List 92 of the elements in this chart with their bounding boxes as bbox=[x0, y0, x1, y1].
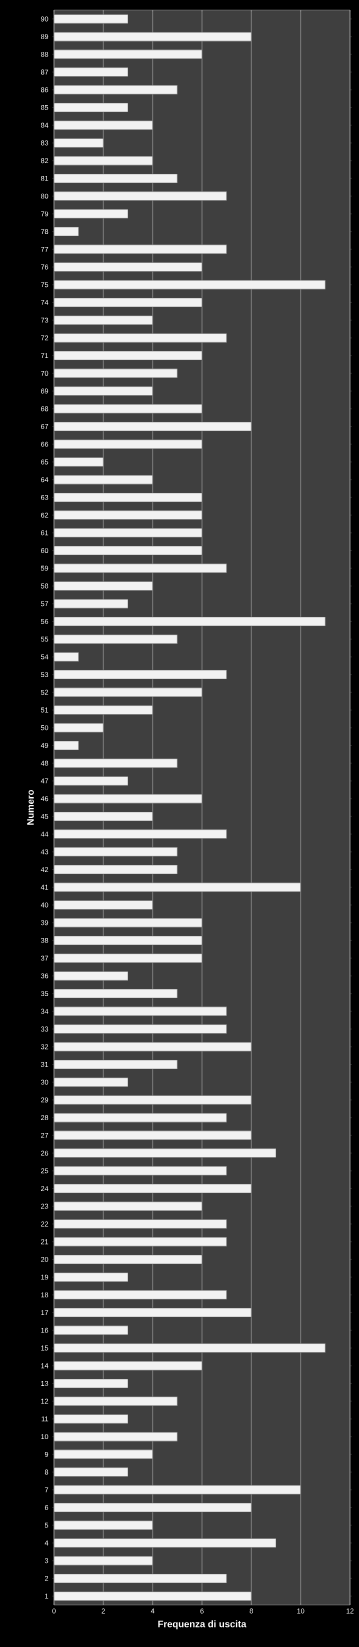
bar bbox=[54, 1449, 153, 1460]
bar bbox=[54, 368, 178, 379]
bar bbox=[54, 457, 104, 467]
bar bbox=[54, 1272, 129, 1282]
bar bbox=[54, 1006, 227, 1017]
bar bbox=[54, 988, 178, 999]
bar bbox=[54, 1290, 227, 1300]
bar bbox=[54, 350, 203, 361]
bar bbox=[54, 1573, 227, 1584]
bar bbox=[54, 155, 153, 166]
bar bbox=[54, 918, 203, 928]
bar bbox=[54, 1520, 153, 1530]
bar bbox=[54, 581, 153, 591]
bar bbox=[54, 528, 203, 538]
bar bbox=[54, 563, 227, 573]
bar bbox=[54, 1166, 227, 1176]
bar bbox=[54, 1325, 129, 1336]
bar bbox=[54, 1042, 252, 1052]
bar bbox=[54, 1077, 129, 1087]
bar bbox=[54, 634, 178, 644]
bar bbox=[54, 1237, 227, 1247]
bar bbox=[54, 262, 203, 272]
bar bbox=[54, 1396, 178, 1406]
y-axis-title: Numero bbox=[27, 789, 34, 825]
bar bbox=[54, 740, 79, 751]
bar bbox=[54, 1378, 129, 1389]
bar bbox=[54, 333, 227, 343]
bar bbox=[54, 315, 153, 325]
bar bbox=[54, 1254, 203, 1265]
bar bbox=[54, 669, 227, 680]
bar bbox=[54, 1467, 129, 1477]
bar bbox=[54, 226, 79, 237]
bar bbox=[54, 404, 203, 414]
bar bbox=[54, 191, 227, 201]
bar bbox=[54, 120, 153, 130]
bar bbox=[54, 1538, 277, 1548]
bar bbox=[54, 829, 227, 839]
bar bbox=[54, 1485, 301, 1495]
bar bbox=[54, 421, 252, 432]
bar bbox=[54, 1414, 129, 1424]
bar bbox=[54, 1112, 227, 1123]
bar bbox=[54, 847, 178, 857]
bar bbox=[54, 1502, 252, 1513]
bar bbox=[54, 244, 227, 254]
bar bbox=[54, 49, 203, 60]
bar bbox=[54, 793, 203, 804]
bar bbox=[54, 14, 129, 24]
bar bbox=[54, 545, 203, 556]
bar bbox=[54, 652, 79, 662]
bar bbox=[54, 882, 301, 892]
bar bbox=[54, 386, 153, 396]
bar bbox=[54, 474, 153, 485]
bar bbox=[54, 1130, 252, 1141]
bar bbox=[54, 1307, 252, 1318]
bar bbox=[54, 1431, 178, 1442]
bar bbox=[54, 138, 104, 148]
bar bbox=[54, 209, 129, 219]
x-axis-title: Frequenza di uscita bbox=[158, 1620, 247, 1630]
bar bbox=[54, 102, 129, 113]
bar bbox=[54, 758, 178, 768]
bar bbox=[54, 510, 203, 520]
bar bbox=[54, 1343, 326, 1353]
bar bbox=[54, 85, 178, 95]
bar bbox=[54, 1201, 203, 1211]
bar bbox=[54, 864, 178, 875]
bar bbox=[54, 1361, 203, 1371]
bar bbox=[54, 705, 153, 715]
bar bbox=[54, 599, 129, 609]
bar bbox=[54, 67, 129, 77]
bar bbox=[54, 173, 178, 184]
bar bbox=[54, 439, 203, 449]
bar bbox=[54, 280, 326, 290]
bar bbox=[54, 1059, 178, 1070]
bar bbox=[54, 1183, 252, 1194]
bar bbox=[54, 616, 326, 627]
bar bbox=[54, 971, 129, 981]
bar bbox=[54, 492, 203, 503]
bar bbox=[54, 1095, 252, 1105]
bar bbox=[54, 1591, 252, 1601]
bar bbox=[54, 1148, 277, 1158]
bar bbox=[54, 953, 203, 963]
bar bbox=[54, 297, 203, 308]
bar bbox=[54, 1024, 227, 1034]
bar bbox=[54, 1219, 227, 1229]
bar bbox=[54, 776, 129, 786]
bar bbox=[54, 31, 252, 42]
bar bbox=[54, 687, 203, 698]
bar bbox=[54, 900, 153, 910]
bar bbox=[54, 1556, 153, 1566]
bar bbox=[54, 811, 153, 822]
bar bbox=[54, 935, 203, 946]
bar bbox=[54, 723, 104, 733]
